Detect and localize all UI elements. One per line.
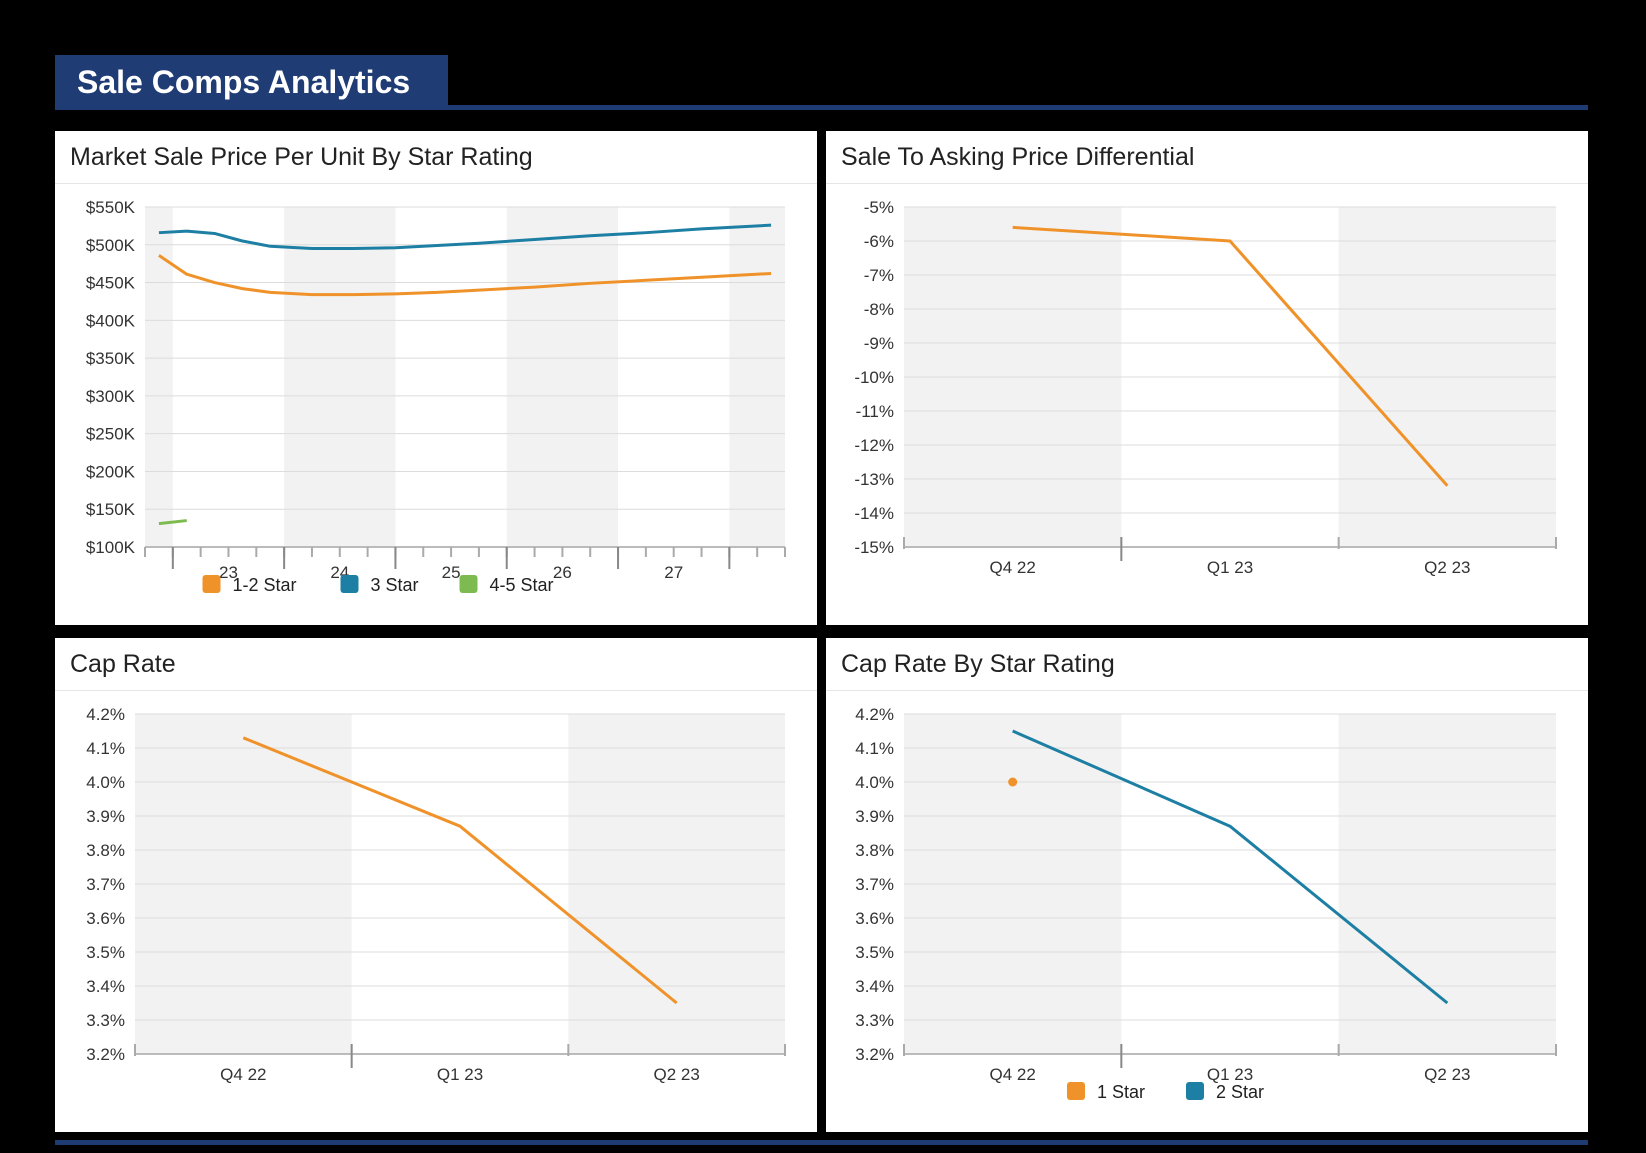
- y-tick-label: 3.7%: [86, 875, 125, 894]
- y-tick-label: $550K: [86, 198, 136, 217]
- cap-rate-by-star-chart: 3.2% 3.3% 3.4% 3.5% 3.6% 3.7% 3.8% 3.9% 4.0% 4.1%…: [855, 705, 1557, 1102]
- y-tick-label: 3.2%: [86, 1045, 125, 1064]
- x-tick-label: Q2 23: [1424, 558, 1470, 577]
- y-tick-label: 3.6%: [855, 909, 894, 928]
- y-tick-label: 4.2%: [86, 705, 125, 724]
- legend-label: 2 Star: [1216, 1082, 1264, 1102]
- y-tick-label: -14%: [854, 504, 894, 523]
- y-tick-label: $400K: [86, 311, 136, 330]
- y-tick-label: -5%: [864, 198, 894, 217]
- chart-title: Cap Rate: [70, 650, 176, 678]
- x-tick-label: Q2 23: [654, 1065, 700, 1084]
- y-tick-label: -12%: [854, 436, 894, 455]
- y-tick-label: $500K: [86, 236, 136, 255]
- y-tick-label: 4.1%: [855, 739, 894, 758]
- legend-label: 4-5 Star: [490, 575, 554, 595]
- y-tick-label: 4.2%: [855, 705, 894, 724]
- y-tick-label: $200K: [86, 462, 136, 481]
- chart-title: Sale To Asking Price Differential: [841, 143, 1195, 171]
- series-line-3-star: [158, 223, 772, 251]
- series-line-1-2-star: [158, 254, 772, 297]
- y-tick-label: 3.4%: [86, 977, 125, 996]
- y-tick-label: 4.1%: [86, 739, 125, 758]
- page-title: Sale Comps Analytics: [55, 55, 448, 109]
- y-tick-label: $300K: [86, 387, 136, 406]
- series-point-1-star: [1008, 777, 1018, 787]
- legend-label: 1-2 Star: [233, 575, 297, 595]
- series-line-differential: [1012, 225, 1449, 487]
- panel-divider: [55, 690, 817, 691]
- series-line-2-star: [1012, 729, 1449, 1005]
- price-per-unit-panel: Market Sale Price Per Unit By Star Ratin…: [55, 131, 817, 625]
- chart-title: Market Sale Price Per Unit By Star Ratin…: [70, 143, 533, 171]
- legend-label: 3 Star: [371, 575, 419, 595]
- y-tick-label: -8%: [864, 300, 894, 319]
- y-tick-label: $100K: [86, 538, 136, 557]
- y-tick-label: 3.5%: [855, 943, 894, 962]
- x-tick-label: Q1 23: [1207, 1065, 1253, 1084]
- y-tick-label: 3.6%: [86, 909, 125, 928]
- x-tick-label: Q4 22: [220, 1065, 266, 1084]
- y-tick-label: 3.5%: [86, 943, 125, 962]
- y-tick-label: $350K: [86, 349, 136, 368]
- legend-swatch: [1186, 1082, 1204, 1100]
- y-tick-label: -7%: [864, 266, 894, 285]
- y-tick-label: 3.9%: [855, 807, 894, 826]
- x-tick-label: Q4 22: [990, 558, 1036, 577]
- y-tick-label: 3.7%: [855, 875, 894, 894]
- chart-title: Cap Rate By Star Rating: [841, 650, 1115, 678]
- legend-swatch: [1067, 1082, 1085, 1100]
- panel-divider: [826, 183, 1588, 184]
- cap-rate-chart: 3.2% 3.3% 3.4% 3.5% 3.6% 3.7% 3.8% 3.9% 4.0% 4.1%…: [86, 705, 786, 1084]
- y-tick-label: 3.9%: [86, 807, 125, 826]
- header-rule: [55, 105, 1588, 110]
- plot-band: [145, 207, 173, 547]
- legend-swatch: [202, 575, 221, 593]
- x-tick-label: 25: [442, 563, 461, 582]
- x-tick-label: Q2 23: [1424, 1065, 1470, 1084]
- y-tick-label: -15%: [854, 538, 894, 557]
- legend-swatch: [459, 575, 478, 593]
- y-tick-label: -10%: [854, 368, 894, 387]
- y-tick-label: 3.4%: [855, 977, 894, 996]
- series-line-cap-rate: [242, 736, 678, 1005]
- panel-divider: [55, 183, 817, 184]
- y-tick-label: 3.2%: [855, 1045, 894, 1064]
- x-tick-label: 26: [553, 563, 572, 582]
- differential-chart: -15% -14% -13% -12% -11% -10% -9% -8% -7% -6% -5% Q…: [854, 198, 1557, 577]
- price-per-unit-chart: $100K $150K $200K $250K $300K $350K $400K $450K…: [86, 198, 786, 595]
- plot-band: [729, 207, 785, 547]
- y-tick-label: 3.8%: [86, 841, 125, 860]
- series-line-4-5-star: [158, 519, 187, 526]
- cap-rate-panel: Cap Rate 3.2% 3.3% 3.4% 3.5% 3.6% 3.7% 3.8% 3.9…: [55, 638, 817, 1132]
- y-tick-label: -6%: [864, 232, 894, 251]
- y-tick-label: 3.3%: [86, 1011, 125, 1030]
- plot-band: [284, 207, 396, 547]
- x-tick-label: 23: [219, 563, 238, 582]
- y-tick-label: -11%: [856, 402, 894, 421]
- x-tick-label: Q4 22: [990, 1065, 1036, 1084]
- y-tick-label: $250K: [86, 425, 136, 444]
- x-tick-label: Q1 23: [437, 1065, 483, 1084]
- y-tick-label: 4.0%: [86, 773, 125, 792]
- differential-panel: Sale To Asking Price Differential -15% -1…: [826, 131, 1588, 625]
- y-tick-label: $450K: [86, 274, 136, 293]
- x-tick-label: Q1 23: [1207, 558, 1253, 577]
- legend-swatch: [340, 575, 359, 593]
- footer-rule: [55, 1140, 1588, 1145]
- y-tick-label: -9%: [864, 334, 894, 353]
- legend-label: 1 Star: [1097, 1082, 1145, 1102]
- cap-rate-by-star-panel: Cap Rate By Star Rating 3.2% 3.3% 3.4% 3.5%…: [826, 638, 1588, 1132]
- x-tick-label: 27: [664, 563, 683, 582]
- plot-band: [506, 207, 619, 547]
- y-tick-label: 3.8%: [855, 841, 894, 860]
- panel-divider: [826, 690, 1588, 691]
- y-tick-label: $150K: [86, 500, 136, 519]
- y-tick-label: -13%: [854, 470, 894, 489]
- y-tick-label: 4.0%: [855, 773, 894, 792]
- y-tick-label: 3.3%: [855, 1011, 894, 1030]
